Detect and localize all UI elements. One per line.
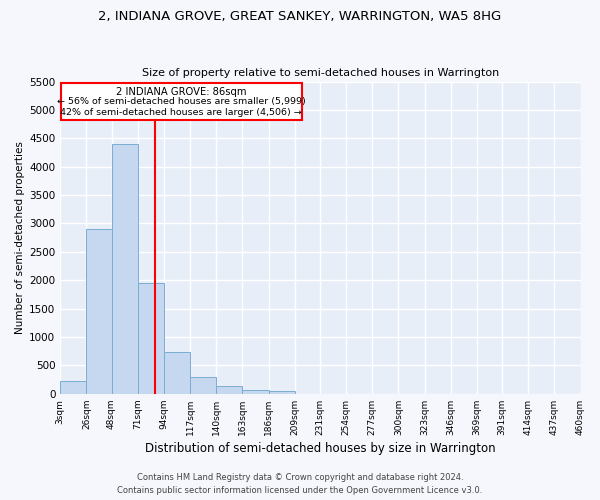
Bar <box>164 352 190 394</box>
Bar <box>61 84 302 120</box>
Bar <box>242 390 269 394</box>
Bar <box>216 386 242 394</box>
Bar <box>269 391 295 394</box>
Bar <box>112 144 137 394</box>
Text: ← 56% of semi-detached houses are smaller (5,999): ← 56% of semi-detached houses are smalle… <box>57 97 305 106</box>
Text: 2 INDIANA GROVE: 86sqm: 2 INDIANA GROVE: 86sqm <box>116 87 247 97</box>
X-axis label: Distribution of semi-detached houses by size in Warrington: Distribution of semi-detached houses by … <box>145 442 496 455</box>
Text: Contains HM Land Registry data © Crown copyright and database right 2024.
Contai: Contains HM Land Registry data © Crown c… <box>118 474 482 495</box>
Bar <box>86 229 112 394</box>
Title: Size of property relative to semi-detached houses in Warrington: Size of property relative to semi-detach… <box>142 68 499 78</box>
Bar <box>60 382 86 394</box>
Y-axis label: Number of semi-detached properties: Number of semi-detached properties <box>15 141 25 334</box>
Text: 2, INDIANA GROVE, GREAT SANKEY, WARRINGTON, WA5 8HG: 2, INDIANA GROVE, GREAT SANKEY, WARRINGT… <box>98 10 502 23</box>
Text: 42% of semi-detached houses are larger (4,506) →: 42% of semi-detached houses are larger (… <box>61 108 302 117</box>
Bar <box>190 378 216 394</box>
Bar <box>137 283 164 394</box>
